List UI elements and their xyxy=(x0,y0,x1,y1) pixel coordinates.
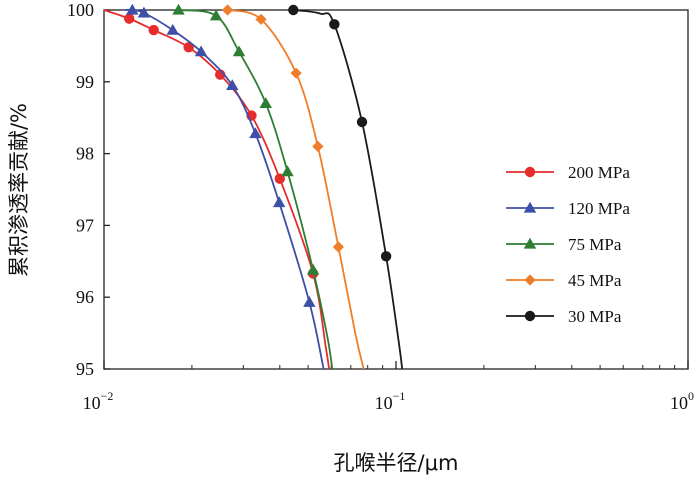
data-point xyxy=(124,13,135,24)
data-point xyxy=(281,165,294,177)
legend-label: 75 MPa xyxy=(568,235,622,254)
series-45-mpa xyxy=(221,4,365,370)
legend-label: 120 MPa xyxy=(568,199,630,218)
data-point xyxy=(380,251,392,262)
data-point xyxy=(209,9,223,21)
series-line xyxy=(178,9,334,370)
data-point xyxy=(166,23,179,35)
y-tick-label-99: 99 xyxy=(76,72,94,92)
legend-marker xyxy=(524,310,536,322)
legend-label: 45 MPa xyxy=(568,271,622,290)
series-line xyxy=(293,9,404,370)
data-point xyxy=(148,24,159,36)
series-200-mpa xyxy=(103,9,330,370)
data-point xyxy=(255,13,267,25)
legend-item-0: 200 MPa xyxy=(506,163,630,182)
data-point xyxy=(356,116,368,128)
y-tick-label-97: 97 xyxy=(76,215,94,235)
series-120-mpa xyxy=(124,3,325,370)
data-point xyxy=(288,4,299,16)
series-line xyxy=(227,9,365,370)
data-point xyxy=(221,4,234,16)
legend-item-4: 30 MPa xyxy=(506,307,622,326)
x-axis-title: 孔喉半径/μm xyxy=(334,451,459,475)
legend-marker xyxy=(524,166,536,178)
series-75-mpa xyxy=(172,3,334,370)
data-point xyxy=(329,19,340,30)
y-axis-title: 累积渗透率贡献/% xyxy=(7,103,31,277)
x-tick-label-2: 100 xyxy=(670,389,694,413)
legend-label: 30 MPa xyxy=(568,307,622,326)
legend-marker xyxy=(524,274,536,286)
data-point xyxy=(232,45,246,57)
x-axis: 10−2 10−1 100 xyxy=(83,361,694,413)
data-point xyxy=(312,140,324,153)
legend-item-1: 120 MPa xyxy=(506,199,630,218)
legend-item-3: 45 MPa xyxy=(506,271,622,290)
series-line xyxy=(124,8,325,370)
series-layer xyxy=(103,3,404,370)
data-point xyxy=(306,263,320,275)
data-point xyxy=(332,241,345,253)
data-point xyxy=(172,3,185,15)
y-axis: 95 96 97 98 99 100 xyxy=(67,0,110,379)
legend-label: 200 MPa xyxy=(568,163,630,182)
y-tick-label-98: 98 xyxy=(76,144,94,164)
legend-item-2: 75 MPa xyxy=(506,235,622,254)
data-point xyxy=(194,45,208,57)
y-tick-label-95: 95 xyxy=(76,359,94,379)
data-point xyxy=(249,127,262,139)
data-point xyxy=(290,67,302,79)
data-point xyxy=(226,79,239,91)
legend: 200 MPa 120 MPa 75 MPa 45 MPa 30 MPa xyxy=(506,163,630,326)
data-point xyxy=(183,42,194,53)
y-tick-label-96: 96 xyxy=(76,287,94,307)
legend-marker xyxy=(523,237,537,249)
data-point xyxy=(272,196,286,208)
data-point xyxy=(259,97,272,108)
data-point xyxy=(137,6,151,18)
legend-marker xyxy=(523,201,537,213)
x-tick-label-1: 10−1 xyxy=(375,389,406,413)
series-30-mpa xyxy=(288,4,404,370)
series-line xyxy=(103,9,330,370)
data-point xyxy=(303,296,316,307)
x-tick-label-0: 10−2 xyxy=(83,389,114,413)
data-point xyxy=(126,3,139,15)
y-tick-label-100: 100 xyxy=(67,0,94,20)
